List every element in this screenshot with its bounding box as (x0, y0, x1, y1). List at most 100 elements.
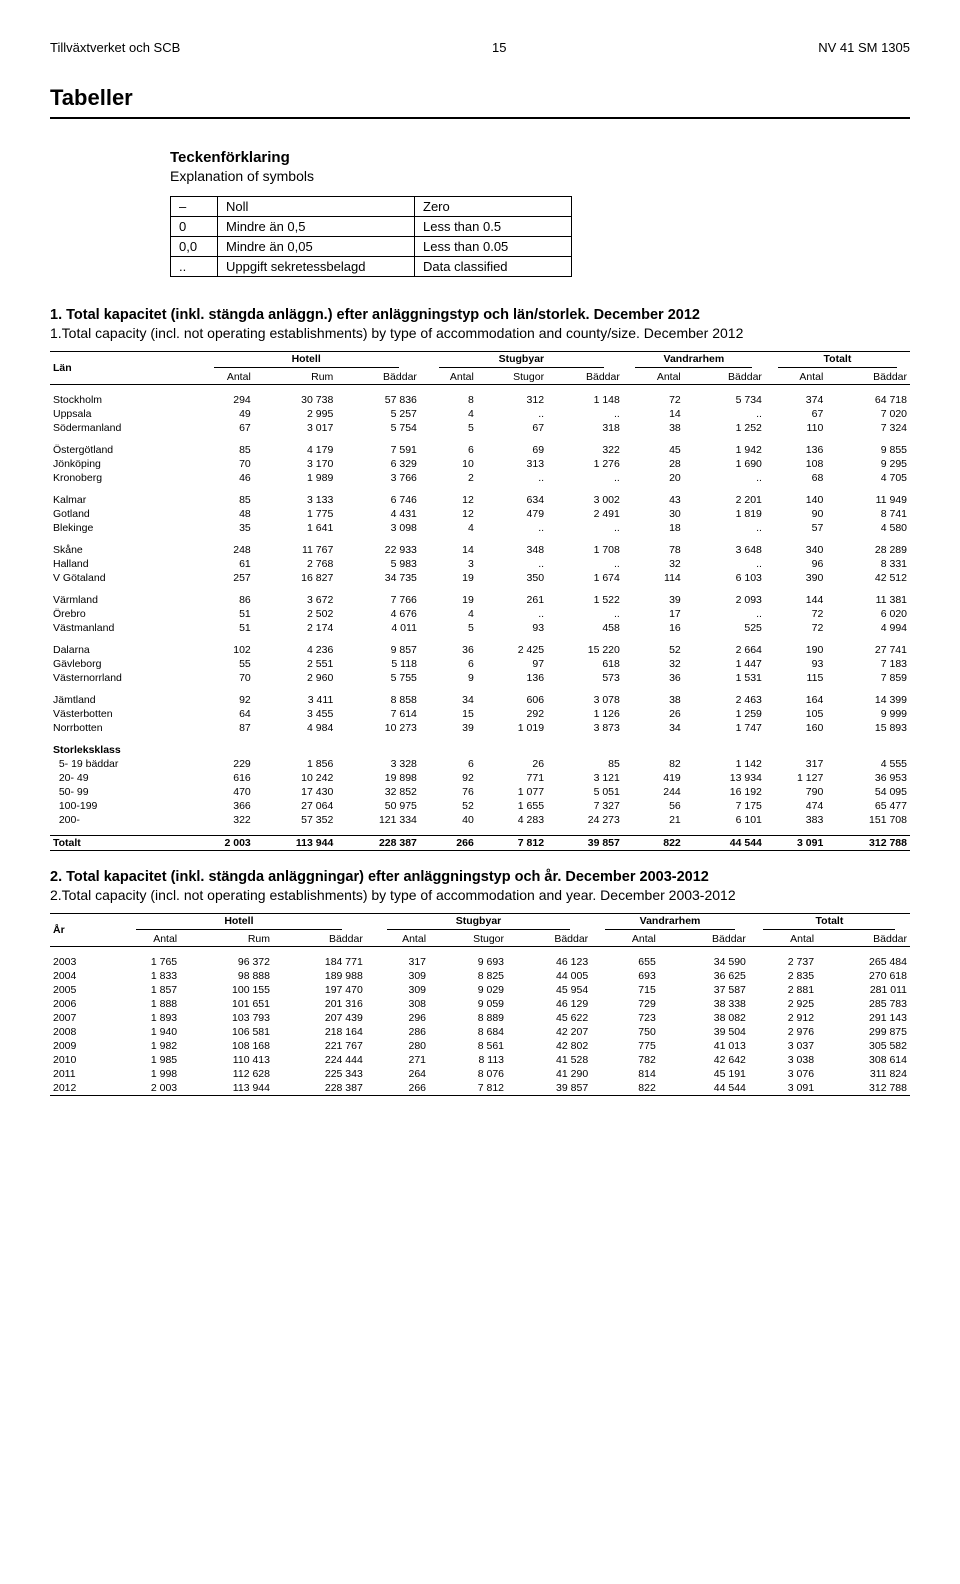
cell: 266 (366, 1081, 429, 1096)
cell: 70 (192, 671, 253, 685)
row-label: Kronoberg (50, 471, 192, 485)
cell: 17 (623, 607, 684, 621)
cell: 318 (547, 421, 623, 435)
cell: 606 (477, 693, 547, 707)
symbol-en: Less than 0.5 (415, 217, 572, 237)
cell: 2 737 (749, 955, 817, 969)
cell: 38 338 (659, 997, 749, 1011)
cell: 729 (591, 997, 659, 1011)
cell: 2 995 (254, 407, 337, 421)
table-row: V Götaland25716 82734 735193501 6741146 … (50, 571, 910, 585)
cell: 93 (765, 657, 826, 671)
cell: 115 (765, 671, 826, 685)
symbols-row: ..Uppgift sekretessbelagdData classified (171, 257, 572, 277)
cell: 5 118 (336, 657, 420, 671)
row-label: Dalarna (50, 643, 192, 657)
cell: 3 873 (547, 721, 623, 735)
cell: 3 017 (254, 421, 337, 435)
row-label: Uppsala (50, 407, 192, 421)
sub-header: Antal (366, 932, 429, 947)
sub-header: Antal (623, 370, 684, 385)
cell: 3 766 (336, 471, 420, 485)
row-label: Kalmar (50, 493, 192, 507)
cell: 86 (192, 593, 253, 607)
table-row: Jämtland923 4118 858346063 078382 463164… (50, 693, 910, 707)
cell: 61 (192, 557, 253, 571)
row-label: Jämtland (50, 693, 192, 707)
cell: 390 (765, 571, 826, 585)
cell: 8 825 (429, 969, 507, 983)
cell: 136 (765, 443, 826, 457)
cell: 43 (623, 493, 684, 507)
cell: 7 020 (826, 407, 910, 421)
symbol-en: Data classified (415, 257, 572, 277)
row-label: 2004 (50, 969, 112, 983)
sub-header: Antal (749, 932, 817, 947)
cell: 4 (420, 607, 477, 621)
cell: 458 (547, 621, 623, 635)
cell: 64 718 (826, 393, 910, 407)
row-label: Västerbotten (50, 707, 192, 721)
table-row: 20122 003113 944228 3872667 81239 857822… (50, 1081, 910, 1096)
cell: 8 889 (429, 1011, 507, 1025)
row-label: Västmanland (50, 621, 192, 635)
cell: 52 (420, 799, 477, 813)
table-row: Gotland481 7754 431124792 491301 819908 … (50, 507, 910, 521)
cell: 1 765 (112, 955, 180, 969)
cell: 6 101 (684, 813, 765, 827)
cell: 5 (420, 621, 477, 635)
cell: 291 143 (817, 1011, 910, 1025)
cell: 228 387 (273, 1081, 366, 1096)
cell: 52 (623, 643, 684, 657)
row-label: V Götaland (50, 571, 192, 585)
cell: 72 (623, 393, 684, 407)
cell: 3 098 (336, 521, 420, 535)
cell: 322 (192, 813, 253, 827)
cell: 140 (765, 493, 826, 507)
symbol-en: Less than 0.05 (415, 237, 572, 257)
symbol-cell: 0 (171, 217, 218, 237)
row-label: 2010 (50, 1053, 112, 1067)
cell: 207 439 (273, 1011, 366, 1025)
cell: .. (547, 521, 623, 535)
cell: 2 425 (477, 643, 547, 657)
cell: 9 855 (826, 443, 910, 457)
cell: 46 129 (507, 997, 591, 1011)
cell: 136 (477, 671, 547, 685)
symbol-sv: Noll (218, 197, 415, 217)
row-label: Halland (50, 557, 192, 571)
cell: 1 942 (684, 443, 765, 457)
cell: 6 103 (684, 571, 765, 585)
row-label: 2006 (50, 997, 112, 1011)
cell: .. (547, 407, 623, 421)
row-label: 2011 (50, 1067, 112, 1081)
cell: 90 (765, 507, 826, 521)
table1-subtitle: 1.Total capacity (incl. not operating es… (50, 325, 910, 341)
cell: 68 (765, 471, 826, 485)
cell: 12 (420, 507, 477, 521)
cell: 34 590 (659, 955, 749, 969)
cell: 105 (765, 707, 826, 721)
cell: 1 148 (547, 393, 623, 407)
cell: 144 (765, 593, 826, 607)
cell: 18 (623, 521, 684, 535)
cell: 3 076 (749, 1067, 817, 1081)
cell: 39 857 (507, 1081, 591, 1096)
cell: 108 (765, 457, 826, 471)
table1-title: 1. Total kapacitet (inkl. stängda anlägg… (50, 307, 910, 323)
cell: 311 824 (817, 1067, 910, 1081)
cell: 4 (420, 521, 477, 535)
cell: 4 431 (336, 507, 420, 521)
cell: 72 (765, 607, 826, 621)
cell: 40 (420, 813, 477, 827)
table-row: Kronoberg461 9893 7662....20..684 705 (50, 471, 910, 485)
cell: 2 201 (684, 493, 765, 507)
cell: 41 013 (659, 1039, 749, 1053)
cell: 67 (192, 421, 253, 435)
cell: 34 (623, 721, 684, 735)
cell: 11 767 (254, 543, 337, 557)
cell: 26 (623, 707, 684, 721)
cell: 15 893 (826, 721, 910, 735)
symbol-sv: Uppgift sekretessbelagd (218, 257, 415, 277)
cell: .. (684, 471, 765, 485)
